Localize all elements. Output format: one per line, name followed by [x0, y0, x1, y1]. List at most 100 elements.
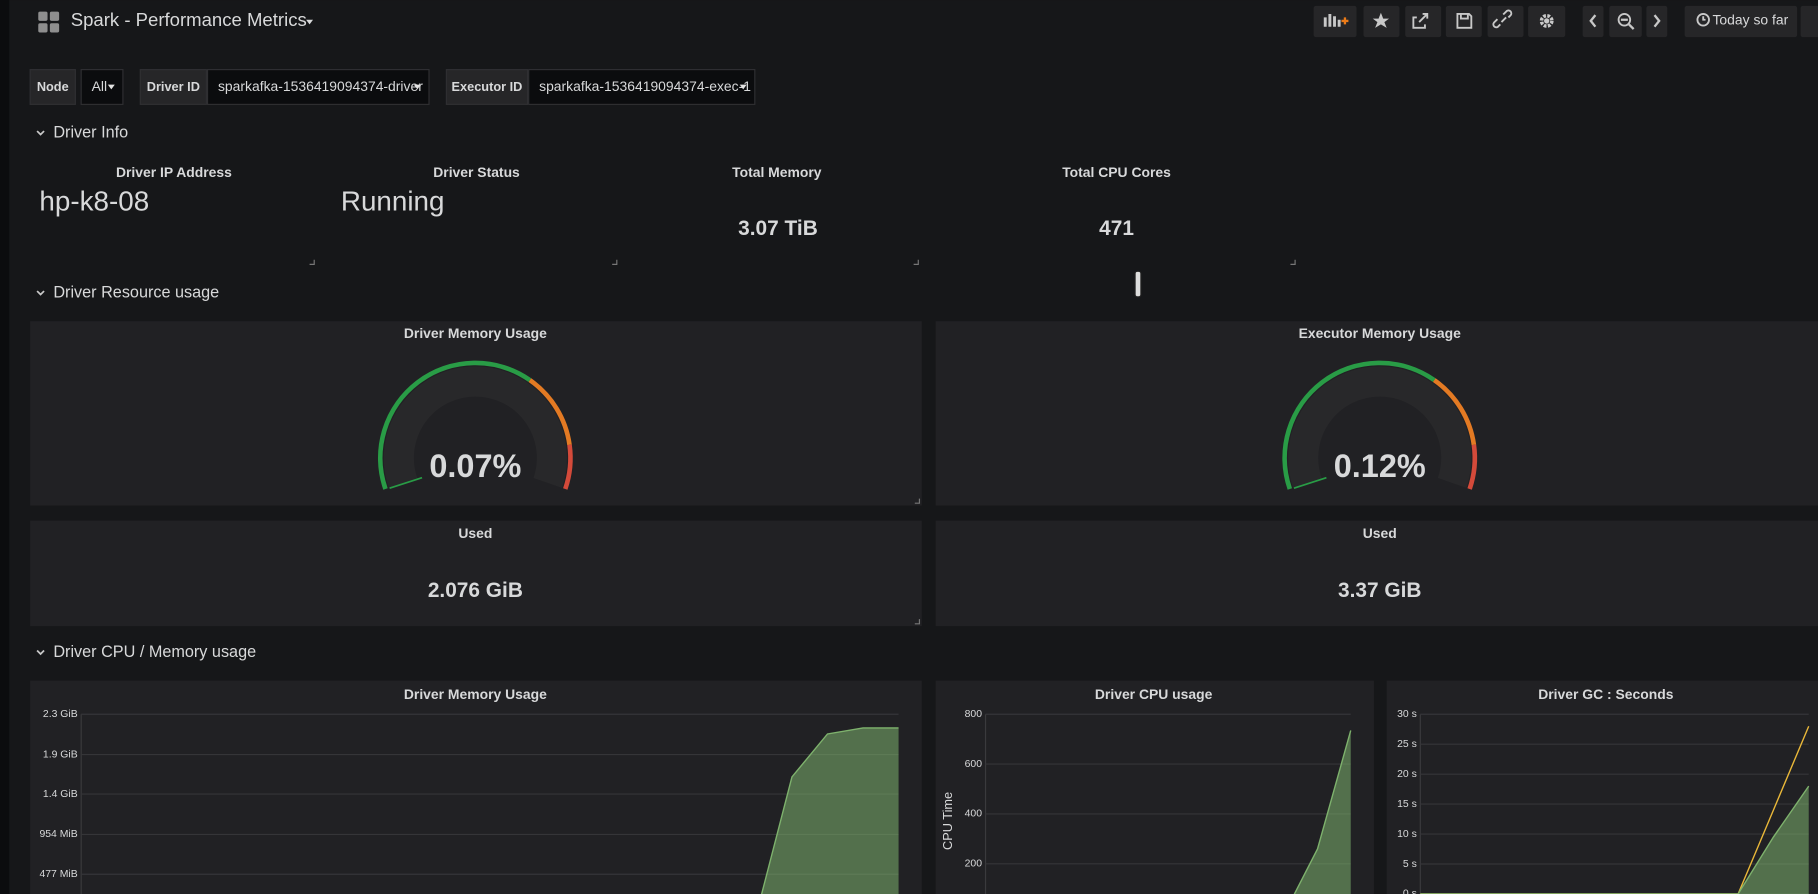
stat-value: hp-k8-08 — [39, 185, 149, 216]
y-tick-label: 954 MiB — [39, 829, 77, 840]
variable-value-box[interactable] — [528, 69, 756, 105]
row-title[interactable]: Driver CPU / Memory usage — [53, 643, 256, 661]
variable-label: Executor ID — [452, 79, 523, 94]
stat-value: Running — [341, 185, 445, 216]
gauge-value: 0.12% — [1334, 448, 1426, 484]
row-chevron[interactable] — [36, 290, 45, 296]
dropdown-caret[interactable] — [739, 84, 747, 90]
variable-label-box — [29, 69, 76, 105]
panel-title: Driver Memory Usage — [404, 325, 547, 341]
y-axis-label: CPU Time — [940, 792, 955, 850]
stat-panel — [30, 520, 922, 627]
resize-handle[interactable] — [914, 619, 921, 625]
gauge-threshold-crit — [563, 444, 573, 490]
variable-value-box[interactable] — [80, 69, 124, 105]
sidebar-edge — [0, 0, 10, 894]
gauge-needle — [389, 476, 423, 489]
variable-label: Node — [37, 79, 69, 94]
drag-handle[interactable] — [1134, 270, 1142, 298]
y-tick-label: 1.4 GiB — [43, 789, 78, 800]
y-tick-label: 20 s — [1397, 769, 1417, 780]
stat-panel — [935, 520, 1818, 627]
resize-handle[interactable] — [1290, 259, 1296, 265]
zoom-out-button[interactable] — [1609, 5, 1642, 38]
y-tick-label: 25 s — [1397, 739, 1417, 750]
variable-label-box — [445, 69, 529, 105]
stat-title: Driver Status — [433, 164, 520, 180]
gauge-needle — [1293, 476, 1327, 489]
title-caret[interactable] — [306, 19, 314, 25]
gauge-track — [1288, 366, 1472, 488]
dashboard-icon[interactable] — [38, 11, 60, 33]
time-picker[interactable] — [1684, 5, 1798, 38]
variable-value[interactable]: All — [92, 78, 107, 94]
dashboard-title[interactable]: Spark - Performance Metrics — [71, 9, 307, 30]
series-area — [761, 727, 899, 894]
time-forward-button[interactable] — [1646, 5, 1668, 38]
series-line — [760, 727, 899, 894]
variable-value-box[interactable] — [206, 69, 430, 105]
series-area — [1294, 730, 1351, 894]
row-title[interactable]: Driver Resource usage — [53, 284, 219, 302]
resize-handle[interactable] — [309, 259, 315, 265]
y-tick-label: 10 s — [1397, 829, 1417, 840]
y-tick-label: 477 MiB — [39, 869, 77, 880]
variable-value[interactable]: sparkafka-1536419094374-exec-1 — [539, 78, 751, 94]
stat-value: 3.07 TiB — [738, 217, 818, 240]
y-tick-label: 30 s — [1397, 709, 1417, 720]
time-back-button[interactable] — [1582, 5, 1604, 38]
panel-title: Driver Memory Usage — [404, 686, 547, 702]
stat-title: Driver IP Address — [116, 164, 232, 180]
gauge-threshold-ok — [1282, 360, 1436, 490]
y-tick-label: 800 — [965, 709, 983, 720]
link-button[interactable] — [1487, 5, 1524, 38]
gauge-threshold-warn — [528, 378, 572, 446]
graph-panel — [1386, 680, 1818, 894]
dropdown-caret[interactable] — [413, 84, 421, 90]
resize-handle[interactable] — [612, 259, 618, 265]
row-chevron[interactable] — [36, 130, 45, 136]
panel-title: Executor Memory Usage — [1299, 325, 1462, 341]
panel-title: Used — [1363, 525, 1397, 541]
resize-handle[interactable] — [913, 259, 919, 265]
gauge-threshold-crit — [1467, 444, 1478, 490]
panel-title: Used — [458, 525, 492, 541]
y-tick-label: 0 s — [1403, 889, 1417, 894]
gauge-panel — [30, 321, 922, 506]
toolbar-icons — [1323, 9, 1710, 30]
stat-value: 471 — [1099, 217, 1134, 240]
stat-title: Total Memory — [732, 164, 822, 180]
save-button[interactable] — [1445, 5, 1482, 38]
stat-title: Total CPU Cores — [1062, 164, 1171, 180]
resize-handle[interactable] — [914, 498, 921, 504]
gauge-value: 0.07% — [429, 448, 521, 484]
gauge-threshold-ok — [377, 360, 532, 490]
panel-title: Driver GC : Seconds — [1538, 686, 1674, 702]
y-tick-label: 600 — [965, 759, 983, 770]
variable-label-box — [139, 69, 207, 105]
share-button[interactable] — [1405, 5, 1442, 38]
time-range[interactable]: Today so far — [1712, 12, 1788, 28]
row-chevron[interactable] — [36, 649, 45, 656]
y-tick-label: 5 s — [1403, 859, 1417, 870]
y-tick-label: 2.3 GiB — [43, 709, 78, 720]
gauge-threshold-warn — [1432, 378, 1477, 446]
graph-panel — [935, 680, 1374, 894]
variable-label: Driver ID — [147, 79, 200, 94]
gauge-track — [383, 366, 567, 488]
series-area — [1420, 786, 1809, 894]
refresh-button[interactable] — [1800, 5, 1818, 38]
gauge-panel — [935, 321, 1818, 506]
stat-value: 3.37 GiB — [1338, 579, 1421, 602]
y-tick-label: 400 — [965, 809, 983, 820]
y-tick-label: 1.9 GiB — [43, 749, 78, 760]
y-tick-label: 15 s — [1397, 799, 1417, 810]
stat-value: 2.076 GiB — [428, 579, 523, 602]
variable-value[interactable]: sparkafka-1536419094374-driver — [218, 78, 423, 94]
y-tick-label: 200 — [965, 859, 983, 870]
dropdown-caret[interactable] — [107, 84, 115, 90]
row-title[interactable]: Driver Info — [53, 124, 128, 142]
panel-title: Driver CPU usage — [1095, 686, 1213, 702]
